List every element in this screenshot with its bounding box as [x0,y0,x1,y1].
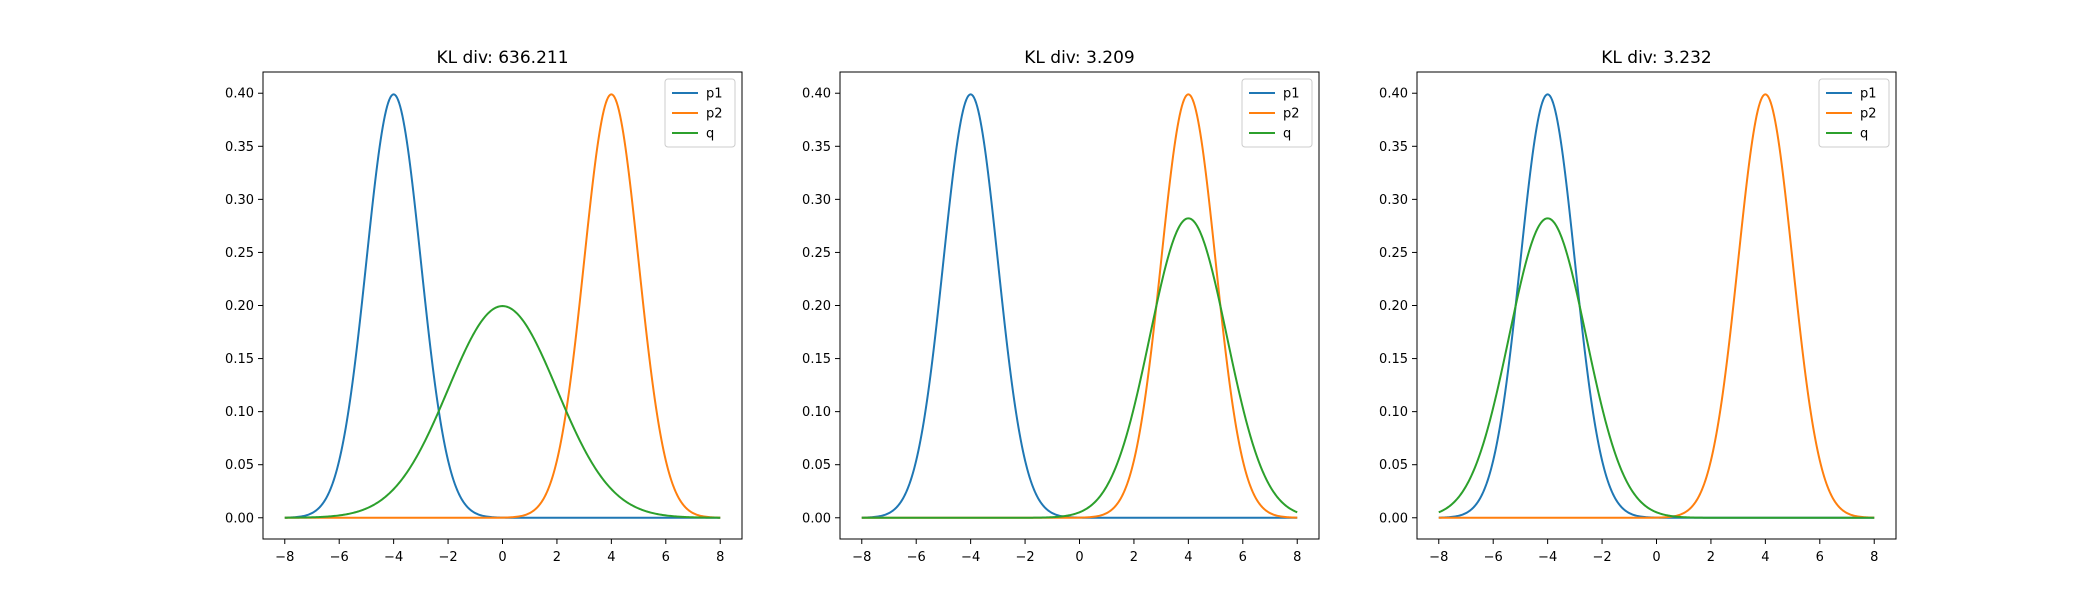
y-tick-label: 0.20 [1379,299,1408,314]
subplot-title: KL div: 3.209 [1024,48,1134,68]
legend-box [664,78,736,148]
legend-box [1241,78,1313,148]
subplot-2: KL div: 3.209 −8 −6 −4 −2 0 2 4 6 8 0.00 0.05 0.10 0.… [802,48,1320,565]
y-tick-label: 0.35 [802,140,831,155]
y-tick-label: 0.40 [1379,87,1408,102]
x-tick-label: −8 [852,550,871,565]
series-line-q [284,305,721,519]
x-tick-label: −2 [1015,550,1034,565]
series-lines [284,93,721,519]
y-tick-label: 0.00 [1379,511,1408,526]
series-line-p2 [1438,93,1875,519]
x-tick-label: −6 [907,550,926,565]
y-tick-label: 0.20 [225,299,254,314]
legend-label-q: q [1283,127,1291,142]
y-tick-label: 0.25 [225,246,254,261]
y-tick-label: 0.15 [1379,352,1408,367]
x-tick-label: 8 [1293,550,1301,565]
legend-label-q: q [1860,127,1868,142]
legend: p1 p2 q [1241,78,1313,148]
legend: p1 p2 q [1818,78,1890,148]
subplot-3: KL div: 3.232 −8 −6 −4 −2 0 2 4 6 8 0.00 0.05 0.10 0.… [1379,48,1897,565]
x-tick-label: 2 [1707,550,1715,565]
x-tick-label: 0 [1652,550,1660,565]
x-tick-label: 4 [1761,550,1769,565]
series-line-q [1438,217,1875,519]
y-tick-label: 0.30 [1379,193,1408,208]
y-tick-label: 0.35 [1379,140,1408,155]
y-tick-label: 0.15 [225,352,254,367]
legend-label-p2: p2 [1283,107,1300,122]
y-tick-label: 0.30 [225,193,254,208]
x-tick-label: 8 [1870,550,1878,565]
series-lines [1438,93,1875,519]
x-tick-label: 6 [1239,550,1247,565]
legend-box [1818,78,1890,148]
y-tick-label: 0.10 [802,405,831,420]
subplot-title: KL div: 636.211 [436,48,568,68]
subplot-title: KL div: 3.232 [1601,48,1711,68]
x-tick-label: −6 [330,550,349,565]
y-tick-label: 0.25 [802,246,831,261]
subplot-1: KL div: 636.211 −8 −6 −4 −2 0 2 4 6 8 0.00 0.05 0.10… [225,48,743,565]
x-tick-label: −2 [1592,550,1611,565]
x-tick-label: 0 [1075,550,1083,565]
y-tick-label: 0.40 [225,87,254,102]
x-tick-label: −8 [1429,550,1448,565]
y-tick-label: 0.05 [1379,458,1408,473]
legend-label-p2: p2 [1860,107,1877,122]
y-tick-label: 0.00 [802,511,831,526]
series-line-q [861,217,1298,519]
y-tick-label: 0.20 [802,299,831,314]
x-tick-label: −4 [961,550,980,565]
y-tick-label: 0.15 [802,352,831,367]
y-tick-label: 0.40 [802,87,831,102]
x-tick-label: 2 [1130,550,1138,565]
y-tick-label: 0.00 [225,511,254,526]
series-lines [861,93,1298,519]
x-tick-label: −4 [384,550,403,565]
legend-label-p2: p2 [706,107,723,122]
y-tick-label: 0.05 [225,458,254,473]
x-tick-label: −4 [1538,550,1557,565]
y-tick-label: 0.10 [1379,405,1408,420]
legend-label-p1: p1 [1283,87,1300,102]
legend-label-p1: p1 [1860,87,1877,102]
x-tick-label: 6 [1816,550,1824,565]
y-tick-label: 0.05 [802,458,831,473]
x-tick-label: −6 [1484,550,1503,565]
x-tick-label: 4 [607,550,615,565]
y-tick-label: 0.30 [802,193,831,208]
y-tick-label: 0.25 [1379,246,1408,261]
x-tick-label: −2 [438,550,457,565]
legend-label-p1: p1 [706,87,723,102]
x-tick-label: 4 [1184,550,1192,565]
x-tick-label: −8 [275,550,294,565]
x-tick-label: 8 [716,550,724,565]
x-tick-label: 6 [662,550,670,565]
y-tick-label: 0.10 [225,405,254,420]
x-tick-label: 2 [553,550,561,565]
legend: p1 p2 q [664,78,736,148]
legend-label-q: q [706,127,714,142]
x-tick-label: 0 [498,550,506,565]
series-line-p2 [284,93,721,519]
y-tick-label: 0.35 [225,140,254,155]
